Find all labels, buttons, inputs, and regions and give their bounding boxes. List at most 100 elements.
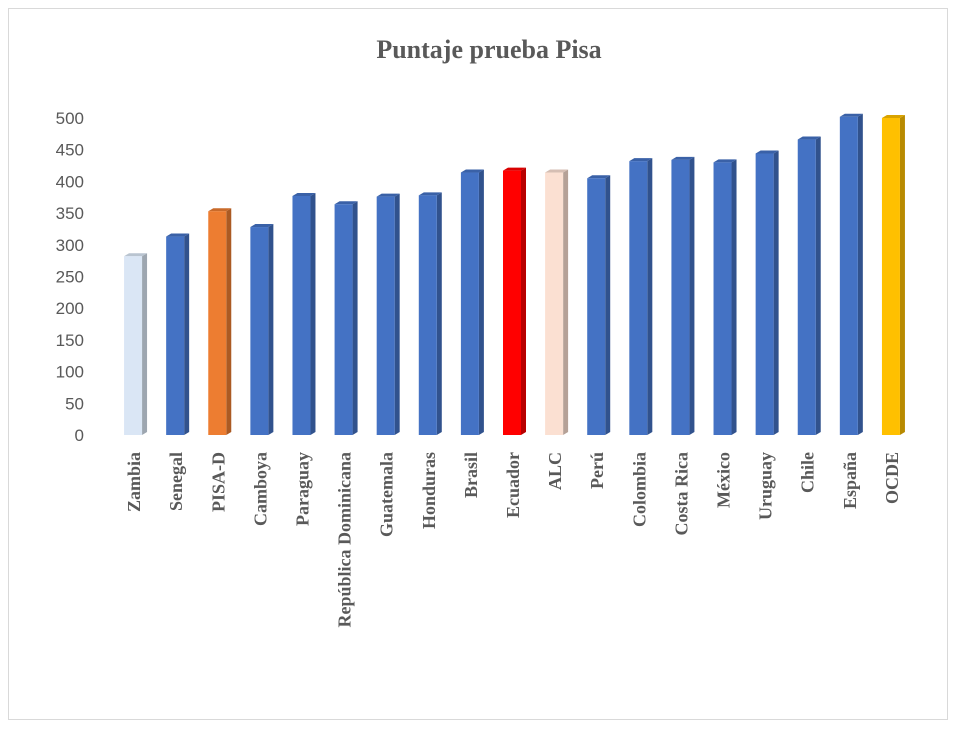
x-tick-label: Brasil	[461, 452, 481, 498]
bar-top	[124, 253, 148, 257]
bar-front	[166, 236, 185, 435]
bar-14	[713, 159, 737, 435]
bar-front	[671, 159, 690, 435]
y-tick-label: 450	[56, 141, 84, 160]
bar-side	[857, 113, 863, 436]
x-tick-label: Chile	[798, 452, 818, 493]
bar-front	[250, 227, 269, 435]
x-tick-label: Camboya	[250, 452, 270, 526]
bar-top	[292, 192, 316, 196]
x-tick-label: Zambia	[124, 452, 144, 512]
bar-side	[352, 201, 358, 435]
x-tick-label: Senegal	[166, 452, 186, 511]
x-axis: Zambia Senegal PISA-D Camboya Paraguay Repúbl…	[124, 452, 902, 628]
bar-side	[731, 159, 737, 435]
x-tick-label: República Dominicana	[335, 452, 355, 628]
bar-9	[503, 167, 526, 435]
bar-front	[881, 118, 900, 435]
bar-top	[208, 208, 232, 212]
bar-side	[478, 169, 484, 436]
x-tick-label: México	[714, 452, 734, 508]
bar-top	[671, 156, 695, 160]
bar-front	[713, 162, 732, 435]
bar-top	[797, 136, 821, 140]
bar-front	[418, 195, 437, 435]
x-tick-label: ALC	[545, 452, 565, 490]
y-tick-label: 0	[75, 426, 84, 445]
bar-top	[166, 233, 190, 237]
bar-top	[629, 158, 653, 162]
bar-front	[839, 116, 858, 436]
bar-0	[124, 253, 148, 435]
bars	[124, 113, 905, 436]
bar-side	[226, 208, 232, 435]
bar-top	[334, 201, 358, 205]
y-tick-label: 350	[56, 204, 84, 223]
x-tick-label: Costa Rica	[671, 452, 691, 536]
bar-16	[797, 136, 821, 435]
bar-front	[208, 211, 227, 435]
y-tick-label: 500	[56, 109, 84, 128]
bar-side	[689, 156, 695, 435]
bar-top	[460, 169, 484, 173]
bar-front	[629, 161, 648, 435]
bar-side	[773, 150, 779, 435]
bar-top	[250, 224, 274, 228]
y-tick-label: 50	[65, 394, 84, 413]
y-tick-label: 400	[56, 172, 84, 191]
bar-side	[647, 158, 653, 435]
bar-front	[376, 196, 395, 435]
bar-front	[755, 153, 774, 435]
bar-8	[460, 169, 484, 436]
bar-front	[587, 178, 606, 436]
bar-front	[334, 204, 353, 435]
bar-side	[605, 175, 611, 436]
bar-top	[545, 169, 569, 173]
bar-17	[839, 113, 863, 436]
x-tick-label: Uruguay	[756, 452, 776, 520]
x-tick-label: OCDE	[882, 452, 902, 504]
bar-front	[503, 170, 521, 435]
x-tick-label: Ecuador	[503, 452, 523, 518]
bar-side	[310, 192, 316, 435]
bar-side	[899, 115, 905, 435]
bar-11	[587, 175, 611, 436]
bar-5	[334, 201, 358, 435]
bar-side	[436, 192, 442, 435]
bar-top	[376, 193, 400, 197]
bar-15	[755, 150, 779, 435]
bar-1	[166, 233, 190, 435]
y-tick-label: 100	[56, 363, 84, 382]
x-tick-label: Colombia	[629, 452, 649, 527]
bar-front	[460, 172, 479, 436]
bar-10	[545, 169, 569, 436]
bar-4	[292, 192, 316, 435]
bar-top	[713, 159, 737, 163]
x-tick-label: Perú	[587, 452, 607, 489]
chart-title: Puntaje prueba Pisa	[376, 35, 601, 64]
bar-top	[839, 113, 863, 117]
y-tick-label: 250	[56, 268, 84, 287]
bar-top	[881, 115, 905, 118]
bar-side	[815, 136, 821, 435]
bar-front	[545, 172, 564, 436]
bar-front	[292, 195, 311, 435]
y-tick-label: 150	[56, 331, 84, 350]
bar-side	[142, 253, 148, 435]
y-tick-label: 200	[56, 299, 84, 318]
bar-6	[376, 193, 400, 435]
bar-top	[503, 167, 526, 171]
bar-front	[124, 256, 143, 435]
bar-top	[587, 175, 611, 179]
bar-3	[250, 224, 274, 435]
x-tick-label: España	[840, 452, 860, 509]
bar-side	[394, 193, 400, 435]
y-tick-label: 300	[56, 236, 84, 255]
bar-side	[521, 167, 526, 435]
bar-13	[671, 156, 695, 435]
x-tick-label: PISA-D	[208, 452, 228, 512]
bar-12	[629, 158, 653, 435]
x-tick-label: Paraguay	[292, 452, 312, 526]
bar-side	[184, 233, 190, 435]
